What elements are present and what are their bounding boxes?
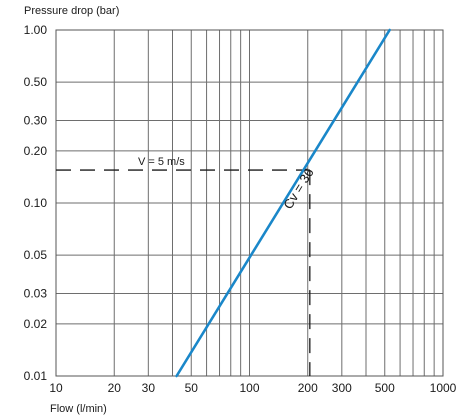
x-tick-label: 30 [142,381,156,395]
horizontal-gridlines [56,29,443,377]
grid [55,29,444,377]
x-tick-label: 20 [108,381,122,395]
y-tick-label: 1.00 [24,23,48,37]
plot-frame [55,29,444,377]
series-line [175,28,391,378]
x-tick-labels: 10 20 30 50 100 200 300 500 1000 [49,381,456,395]
x-tick-label: 10 [49,381,63,395]
x-axis-title: Flow (l/min) [50,403,107,415]
y-tick-labels: 0.01 0.02 0.03 0.05 0.10 0.20 0.30 0.50 1.00 [24,23,48,383]
reference-label: V = 5 m/s [138,156,185,168]
x-tick-label: 1000 [430,381,457,395]
y-tick-label: 0.02 [24,317,48,331]
series-label: Cv = 36 [280,165,316,211]
y-axis-title: Pressure drop (bar) [24,5,119,17]
reference-layer: V = 5 m/s [56,156,311,376]
y-tick-label: 0.10 [24,196,48,210]
y-tick-label: 0.01 [24,369,48,383]
y-tick-label: 0.20 [24,144,48,158]
y-tick-label: 0.05 [24,248,48,262]
y-tick-label: 0.50 [24,75,48,89]
y-tick-label: 0.03 [24,286,48,300]
x-tick-label: 200 [298,381,318,395]
x-tick-label: 300 [332,381,352,395]
x-tick-label: 500 [375,381,395,395]
y-tick-label: 0.30 [24,113,48,127]
x-tick-label: 50 [185,381,199,395]
x-tick-label: 100 [239,381,259,395]
